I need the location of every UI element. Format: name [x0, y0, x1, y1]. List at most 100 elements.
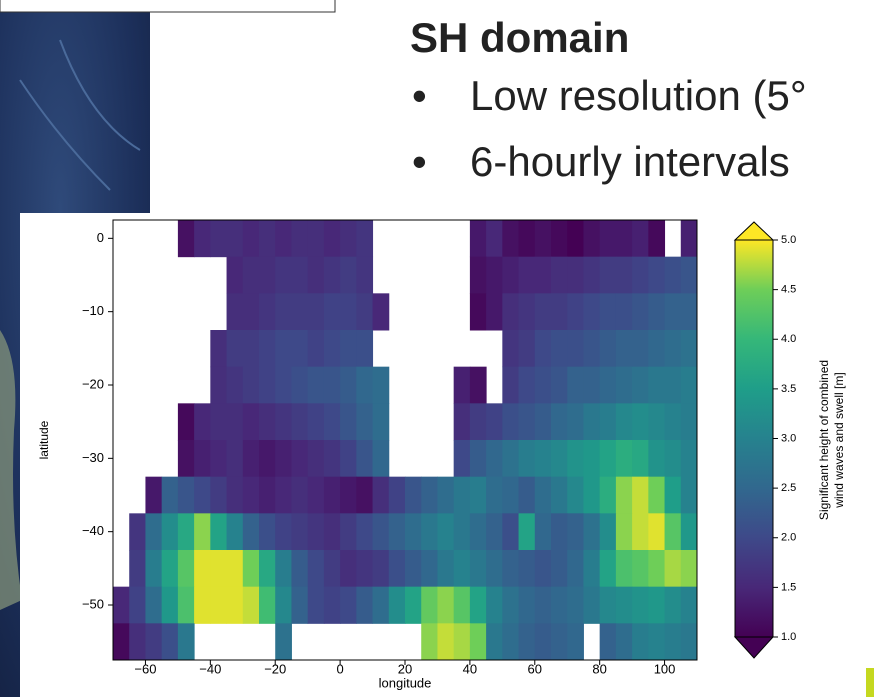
heat-cell [469, 550, 487, 588]
heat-cell [242, 293, 260, 331]
heat-cell [194, 513, 211, 551]
heat-cell [421, 476, 438, 514]
heat-cell [356, 220, 374, 258]
corner-accent [866, 668, 874, 697]
heat-cell [177, 476, 195, 514]
heat-cell [307, 586, 325, 624]
heat-cell [275, 256, 292, 294]
heading: SH domain [410, 14, 630, 61]
heat-cell [340, 293, 357, 331]
colorbar-label: Significant height of combined [817, 360, 831, 520]
heat-cell [210, 366, 228, 404]
heat-cell [340, 256, 357, 294]
map-ridge [19, 39, 141, 191]
heat-cell [275, 623, 292, 661]
heat-cell [648, 586, 666, 624]
heat-cell [680, 220, 698, 258]
heat-cell [567, 586, 584, 624]
heat-cell [469, 403, 487, 441]
heat-cell [340, 220, 357, 258]
heat-cell [518, 220, 536, 258]
heat-cell [291, 586, 309, 624]
heat-cell [551, 220, 568, 258]
heat-cell [421, 550, 438, 588]
heat-cell [664, 293, 682, 331]
heat-cell [632, 330, 649, 368]
heat-cell [323, 256, 341, 294]
heat-cell [534, 366, 552, 404]
heat-cell [664, 366, 682, 404]
heat-cell [259, 440, 276, 478]
heat-cell [194, 476, 211, 514]
heat-cell [615, 220, 633, 258]
heat-cell [632, 513, 649, 551]
heat-cell [210, 476, 228, 514]
heat-cell [356, 476, 374, 514]
heat-cell [664, 623, 682, 661]
heat-cell [356, 293, 374, 331]
heat-cell [323, 220, 341, 258]
heat-cell [486, 623, 503, 661]
heat-cell [275, 330, 292, 368]
heat-cell [177, 586, 195, 624]
heat-cell [469, 440, 487, 478]
heat-cell [323, 403, 341, 441]
heat-cell [648, 403, 666, 441]
heat-cell [583, 550, 601, 588]
heat-cell [648, 256, 666, 294]
heat-cell [583, 586, 601, 624]
heat-cell [259, 256, 276, 294]
heat-cell [453, 623, 471, 661]
heat-cell [259, 513, 276, 551]
heat-cell [323, 586, 341, 624]
heat-cell [518, 366, 536, 404]
x-tick-label: 60 [528, 661, 542, 676]
x-tick-label: 20 [398, 661, 412, 676]
heat-cell [194, 220, 211, 258]
heat-cell [242, 256, 260, 294]
heat-cell [372, 366, 390, 404]
heat-cell [307, 293, 325, 331]
heat-cell [421, 513, 438, 551]
heat-cell [469, 366, 487, 404]
heat-cell [469, 220, 487, 258]
heat-cell [242, 403, 260, 441]
heat-cell [242, 330, 260, 368]
heat-cell [567, 623, 584, 661]
heat-cell [259, 330, 276, 368]
heat-cell [632, 550, 649, 588]
heat-cell [275, 403, 292, 441]
heat-cell [372, 513, 390, 551]
heat-cell [648, 513, 666, 551]
heat-cell [518, 623, 536, 661]
heat-cell [680, 586, 698, 624]
heat-cell [307, 476, 325, 514]
heat-cell [680, 330, 698, 368]
heat-cell [129, 513, 146, 551]
heat-cell [551, 586, 568, 624]
heat-cell [226, 550, 244, 588]
heat-cell [632, 293, 649, 331]
heat-cell [518, 476, 536, 514]
heat-cell [275, 440, 292, 478]
heat-cell [486, 293, 503, 331]
heat-cell [340, 440, 357, 478]
heat-cell [599, 366, 617, 404]
heat-cell [275, 476, 292, 514]
heat-cell [664, 586, 682, 624]
heat-cell [518, 440, 536, 478]
heat-cell [259, 403, 276, 441]
heat-cell [161, 476, 179, 514]
heat-cell [372, 586, 390, 624]
heat-cell [648, 440, 666, 478]
heat-cell [129, 550, 146, 588]
heat-cell [632, 256, 649, 294]
heat-cell [534, 623, 552, 661]
heat-cell [145, 586, 163, 624]
heat-cell [534, 403, 552, 441]
heat-cell [210, 586, 228, 624]
heat-cell [113, 623, 130, 661]
heat-cell [648, 330, 666, 368]
heat-cell [664, 476, 682, 514]
